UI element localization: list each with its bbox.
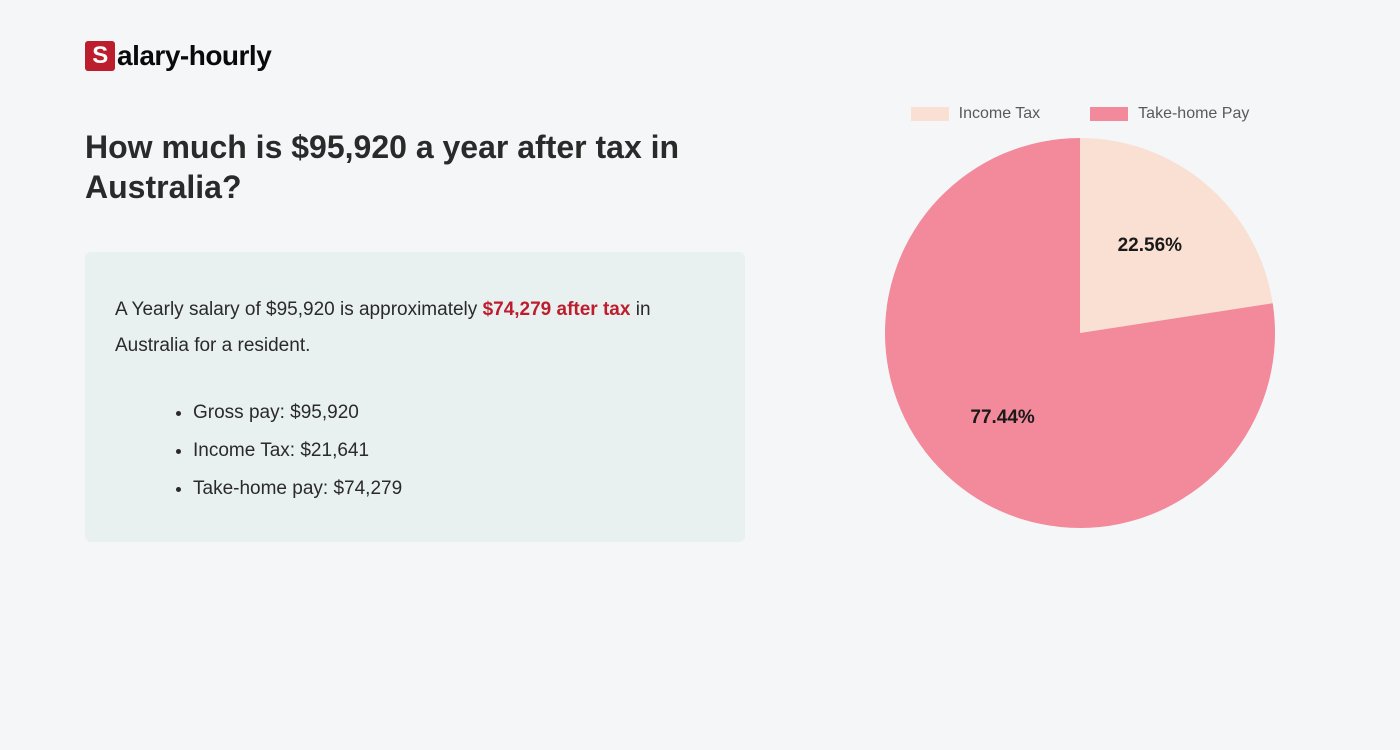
brand-logo: S alary-hourly bbox=[85, 40, 1315, 72]
legend-label: Take-home Pay bbox=[1138, 105, 1249, 123]
list-item: Income Tax: $21,641 bbox=[193, 432, 715, 470]
summary-before: A Yearly salary of $95,920 is approximat… bbox=[115, 299, 483, 320]
page-container: S alary-hourly How much is $95,920 a yea… bbox=[0, 0, 1400, 582]
summary-box: A Yearly salary of $95,920 is approximat… bbox=[85, 252, 745, 542]
list-item: Take-home pay: $74,279 bbox=[193, 470, 715, 508]
logo-text: alary-hourly bbox=[117, 40, 271, 72]
legend-swatch-icon bbox=[1090, 107, 1128, 121]
left-column: How much is $95,920 a year after tax in … bbox=[85, 127, 745, 542]
chart-legend: Income Tax Take-home Pay bbox=[845, 105, 1315, 123]
slice-label-income-tax: 22.56% bbox=[1118, 235, 1182, 257]
legend-item-income-tax: Income Tax bbox=[911, 105, 1041, 123]
list-item: Gross pay: $95,920 bbox=[193, 394, 715, 432]
page-title: How much is $95,920 a year after tax in … bbox=[85, 127, 745, 207]
summary-text: A Yearly salary of $95,920 is approximat… bbox=[115, 292, 715, 364]
pie-svg bbox=[880, 133, 1280, 533]
summary-list: Gross pay: $95,920 Income Tax: $21,641 T… bbox=[115, 394, 715, 508]
logo-s-icon: S bbox=[85, 41, 115, 71]
summary-highlight: $74,279 after tax bbox=[483, 299, 631, 320]
pie-chart: 22.56% 77.44% bbox=[880, 133, 1280, 533]
legend-label: Income Tax bbox=[959, 105, 1041, 123]
legend-swatch-icon bbox=[911, 107, 949, 121]
main-row: How much is $95,920 a year after tax in … bbox=[85, 127, 1315, 542]
legend-item-take-home: Take-home Pay bbox=[1090, 105, 1249, 123]
chart-column: Income Tax Take-home Pay 22.56% 77.44% bbox=[845, 127, 1315, 542]
slice-label-take-home: 77.44% bbox=[970, 407, 1034, 429]
